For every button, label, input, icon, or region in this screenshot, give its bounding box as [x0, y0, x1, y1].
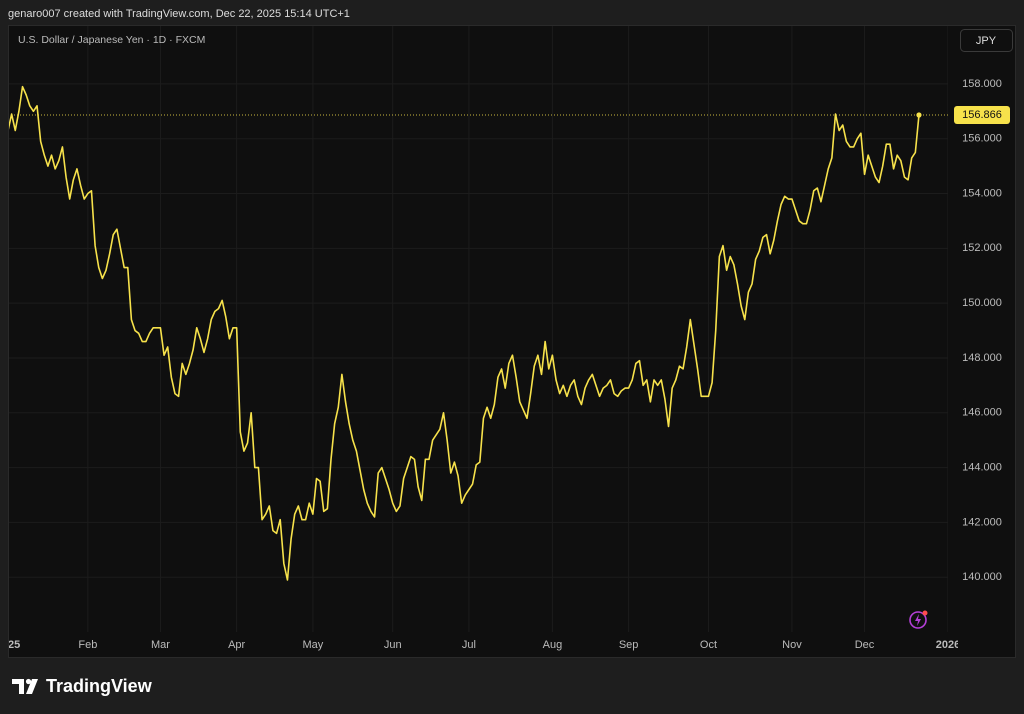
x-tick-label: Jun: [384, 639, 402, 651]
x-tick-label: Feb: [78, 639, 97, 651]
brand-logo: [12, 678, 38, 694]
y-tick-label: 150.000: [962, 297, 1002, 309]
x-tick-label: Oct: [700, 639, 717, 651]
brand-name: TradingView: [46, 676, 153, 696]
y-tick-label: 152.000: [962, 242, 1002, 254]
y-tick-label: 158.000: [962, 78, 1002, 90]
y-tick-label: 148.000: [962, 352, 1002, 364]
last-price-label: 156.866: [962, 109, 1002, 121]
x-tick-label: Jul: [462, 639, 476, 651]
y-tick-label: 146.000: [962, 407, 1002, 419]
icon-bolt[interactable]: [915, 614, 921, 626]
x-tick-label: Dec: [855, 639, 875, 651]
x-axis: 2025 Feb Mar Apr May Jun Jul Aug Sep Oct Nov Dec 202…: [0, 639, 960, 651]
x-tick-label: Aug: [543, 639, 563, 651]
icon-ring[interactable]: [909, 611, 927, 629]
chart-title: U.S. Dollar / Japanese Yen · 1D · FXCM: [18, 34, 205, 46]
plot-layer: [9, 85, 948, 581]
y-tick-label: 144.000: [962, 461, 1002, 473]
x-tick-label: 2026: [936, 639, 960, 651]
x-tick-label: Mar: [151, 639, 170, 651]
price-line: [9, 85, 920, 581]
y-tick-label: 156.000: [962, 133, 1002, 145]
x-tick-label: Sep: [619, 639, 639, 651]
lightning-icon[interactable]: [909, 610, 928, 629]
y-tick-label: 142.000: [962, 516, 1002, 528]
logo-mark: [25, 678, 32, 685]
y-tick-label: 140.000: [962, 571, 1002, 583]
icon-dot[interactable]: [922, 610, 928, 616]
y-tick-label: 154.000: [962, 187, 1002, 199]
price-axis: 140.000 142.000 144.000 146.000 148.000 150.0…: [954, 78, 1010, 583]
header-text: genaro007 created with TradingView.com, …: [8, 8, 350, 20]
x-tick-label: 2025: [0, 639, 20, 651]
grid-layer: [9, 26, 948, 632]
logo-mark: [26, 679, 38, 694]
x-tick-label: Apr: [228, 639, 245, 651]
chart-panel: [8, 25, 1016, 658]
last-price-tag: [954, 105, 1010, 124]
x-tick-label: May: [302, 639, 323, 651]
currency-button[interactable]: [960, 29, 1013, 52]
logo-mark: [12, 679, 24, 694]
currency-label[interactable]: JPY: [976, 35, 997, 47]
last-price-dot: [916, 112, 922, 118]
x-tick-label: Nov: [782, 639, 802, 651]
